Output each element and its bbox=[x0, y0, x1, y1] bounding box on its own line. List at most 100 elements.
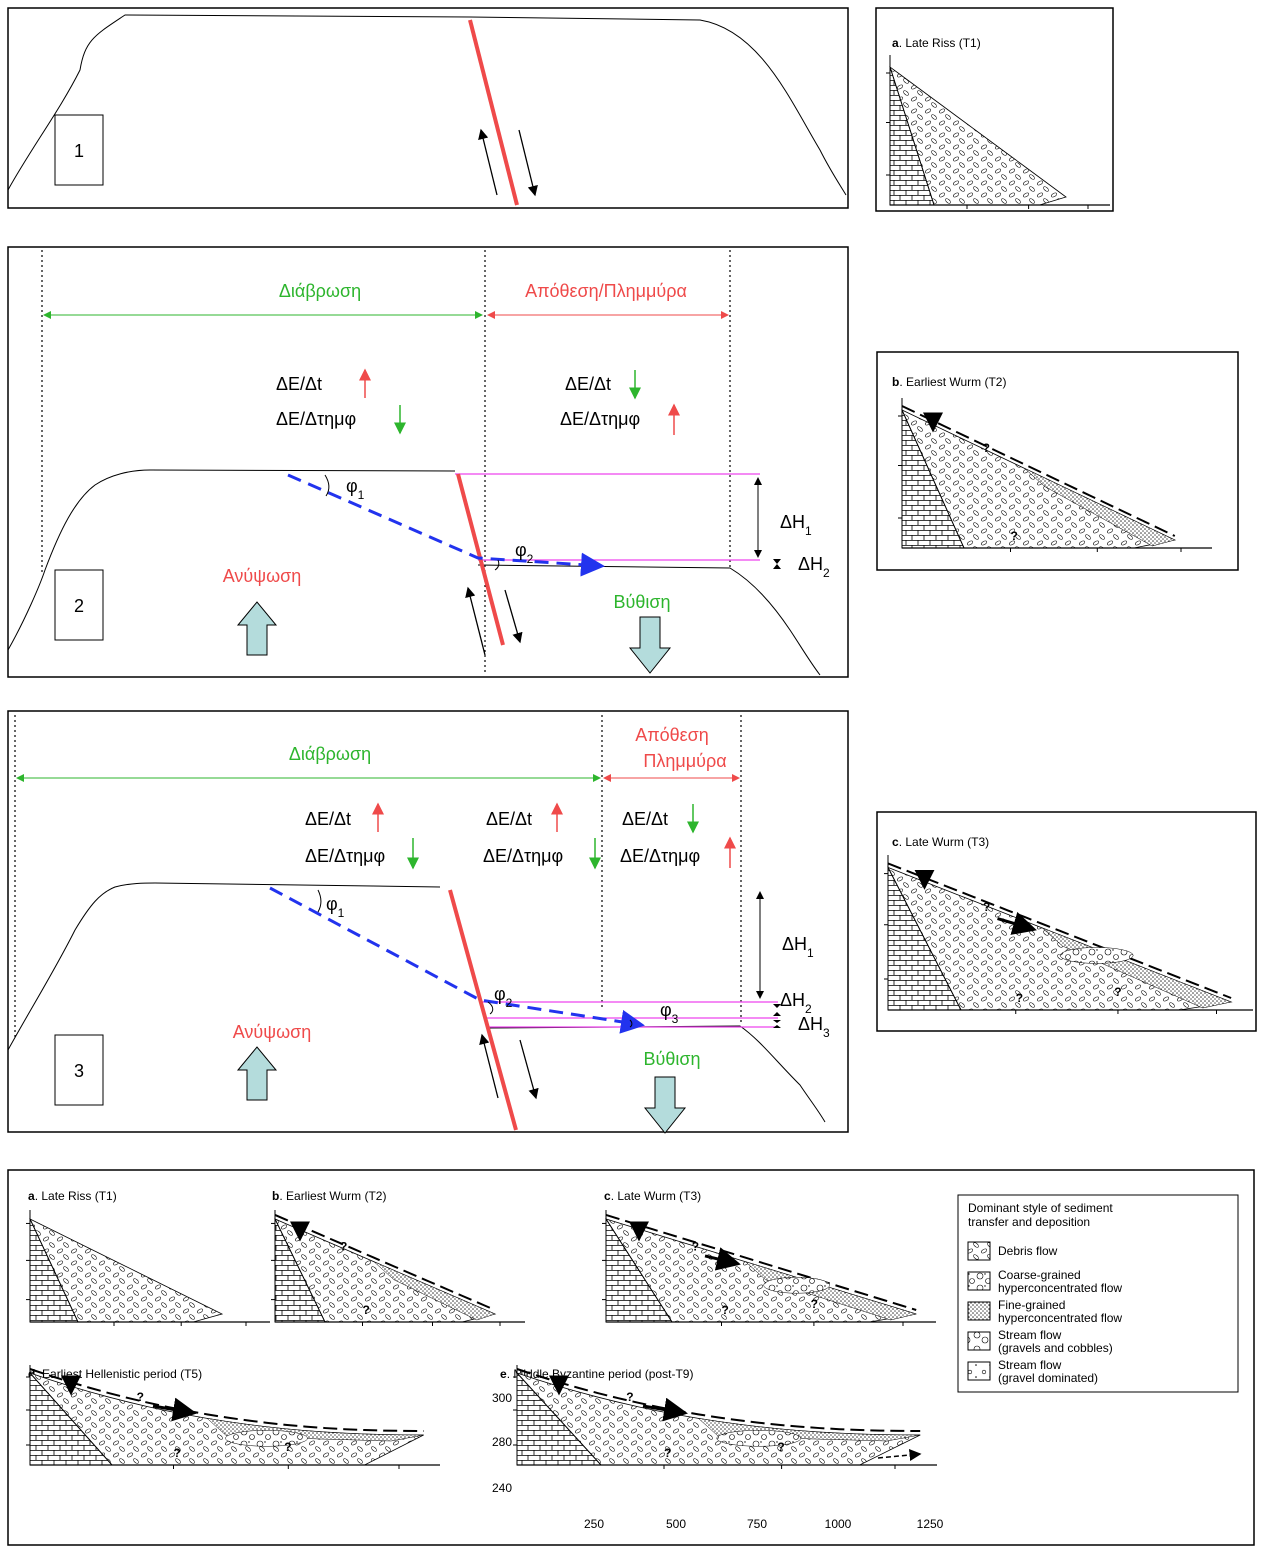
path-shape bbox=[488, 1002, 493, 1014]
rect-shape bbox=[8, 711, 848, 1132]
inset-title-text: . Earliest Wurm (T2) bbox=[899, 375, 1006, 389]
line-shape bbox=[470, 20, 517, 205]
flow-arrow bbox=[878, 1454, 920, 1458]
axis-label: 300 bbox=[492, 1391, 512, 1405]
height-sub: 1 bbox=[807, 946, 814, 960]
text-shape: d. Earliest Hellenistic period (T5) bbox=[28, 1367, 202, 1381]
panel-letter: b bbox=[272, 1189, 279, 1203]
axis-label: 280 bbox=[492, 1435, 512, 1449]
legend-label: Debris flow bbox=[998, 1244, 1058, 1258]
erosion-label: Διάβρωση bbox=[279, 281, 361, 301]
deposition-label: Απόθεση bbox=[635, 725, 709, 745]
question-mark: ? bbox=[777, 1440, 784, 1454]
inset-title: c. Late Wurm (T3) bbox=[892, 835, 989, 849]
rate-label: ΔΕ/Δτημφ bbox=[305, 846, 385, 866]
uplift-label: Ανύψωση bbox=[233, 1022, 312, 1042]
panel-title: . Late Wurm (T3) bbox=[611, 1189, 701, 1203]
axis-label: 1000 bbox=[825, 1517, 852, 1531]
deposition-label: Απόθεση/Πλημμύρα bbox=[525, 281, 687, 301]
text-shape: ΔH1 bbox=[780, 512, 812, 538]
panel-title: . Late Riss (T1) bbox=[35, 1189, 117, 1203]
axis-label: 500 bbox=[666, 1517, 686, 1531]
question-mark: ? bbox=[983, 900, 990, 914]
text-shape: a. Late Riss (T1) bbox=[28, 1189, 117, 1203]
question-mark: ? bbox=[174, 1446, 181, 1460]
question-mark: ? bbox=[1114, 985, 1121, 999]
height-label: ΔH bbox=[780, 512, 805, 532]
line-shape bbox=[481, 130, 497, 195]
page: Fault diagram {"panel_1": {"number": "1"… bbox=[0, 0, 1261, 1546]
inset-title: a. Late Riss (T1) bbox=[892, 36, 981, 50]
rate-label: ΔΕ/Δτημφ bbox=[483, 846, 563, 866]
legend-swatch bbox=[968, 1362, 990, 1380]
question-mark: ? bbox=[363, 1303, 370, 1317]
rate-label: ΔΕ/Δt bbox=[486, 809, 532, 829]
text-shape: c. Late Wurm (T3) bbox=[604, 1189, 701, 1203]
panel-number: 2 bbox=[74, 596, 84, 616]
rate-label: ΔΕ/Δτημφ bbox=[276, 409, 356, 429]
legend-swatch bbox=[968, 1302, 990, 1320]
height-sub: 1 bbox=[805, 524, 812, 538]
angle-sub: 2 bbox=[527, 552, 534, 566]
legend-label: hyperconcentrated flow bbox=[998, 1281, 1122, 1295]
height-label: ΔH bbox=[798, 554, 823, 574]
legend-label: hyperconcentrated flow bbox=[998, 1311, 1122, 1325]
rate-label: ΔΕ/Δt bbox=[276, 374, 322, 394]
coarse-grained bbox=[225, 1430, 307, 1446]
line-shape bbox=[505, 590, 520, 642]
panel-number: 1 bbox=[74, 141, 84, 161]
question-mark: ? bbox=[1011, 529, 1018, 543]
question-mark: ? bbox=[692, 1239, 699, 1253]
text-shape: φ1 bbox=[326, 894, 345, 920]
rate-label: ΔΕ/Δτημφ bbox=[560, 409, 640, 429]
height-sub: 3 bbox=[823, 1026, 830, 1040]
deposition-label: Πλημμύρα bbox=[643, 751, 726, 771]
question-mark: ? bbox=[1016, 991, 1023, 1005]
question-mark: ? bbox=[626, 1390, 633, 1404]
text-shape: ΔH2 bbox=[780, 990, 812, 1016]
rect-shape bbox=[8, 8, 848, 208]
rect-shape bbox=[8, 247, 848, 677]
path-shape bbox=[238, 1047, 276, 1100]
question-mark: ? bbox=[284, 1440, 291, 1454]
legend-label: Coarse-grained bbox=[998, 1268, 1081, 1282]
body: 1 a. Late Riss (T1) Διάβρωση Απόθεση/Πλη… bbox=[0, 0, 1261, 1546]
inset-letter: b bbox=[892, 375, 899, 389]
line-shape bbox=[519, 130, 535, 195]
angle-label: φ bbox=[515, 540, 527, 560]
inset-title-text: . Late Wurm (T3) bbox=[899, 835, 989, 849]
subsidence-label: Βύθιση bbox=[644, 1049, 701, 1069]
legend-label: (gravel dominated) bbox=[998, 1371, 1098, 1385]
subsidence-label: Βύθιση bbox=[614, 592, 671, 612]
path-shape bbox=[8, 15, 846, 195]
path-shape bbox=[645, 1077, 685, 1133]
rate-label: ΔΕ/Δt bbox=[565, 374, 611, 394]
path-shape bbox=[8, 883, 440, 1050]
angle-label: φ bbox=[494, 984, 506, 1004]
text-shape: ΔH3 bbox=[798, 1014, 830, 1040]
height-label: ΔH bbox=[780, 990, 805, 1010]
figure: 1 a. Late Riss (T1) Διάβρωση Απόθεση/Πλη… bbox=[0, 0, 1261, 1546]
erosion-label: Διάβρωση bbox=[289, 744, 371, 764]
text-shape: φ1 bbox=[346, 476, 365, 502]
coarse-grained bbox=[1060, 947, 1133, 963]
line-shape bbox=[520, 1040, 536, 1098]
rate-label: ΔΕ/Δτημφ bbox=[620, 846, 700, 866]
legend-title: Dominant style of sediment bbox=[968, 1201, 1113, 1215]
legend-title: transfer and deposition bbox=[968, 1215, 1090, 1229]
angle-sub: 2 bbox=[506, 996, 513, 1010]
angle-label: φ bbox=[346, 476, 358, 496]
path-shape bbox=[630, 1020, 632, 1027]
line-shape bbox=[450, 890, 516, 1130]
legend-label: (gravels and cobbles) bbox=[998, 1341, 1113, 1355]
text-shape: ΔH1 bbox=[782, 934, 814, 960]
path-shape bbox=[773, 559, 781, 569]
legend-label: Fine-grained bbox=[998, 1298, 1065, 1312]
path-shape bbox=[288, 475, 602, 566]
question-mark: ? bbox=[811, 1297, 818, 1311]
axis-label: 1250 bbox=[917, 1517, 944, 1531]
question-mark: ? bbox=[722, 1303, 729, 1317]
legend-label: Stream flow bbox=[998, 1358, 1062, 1372]
angle-label: φ bbox=[326, 894, 338, 914]
angle-sub: 1 bbox=[358, 488, 365, 502]
